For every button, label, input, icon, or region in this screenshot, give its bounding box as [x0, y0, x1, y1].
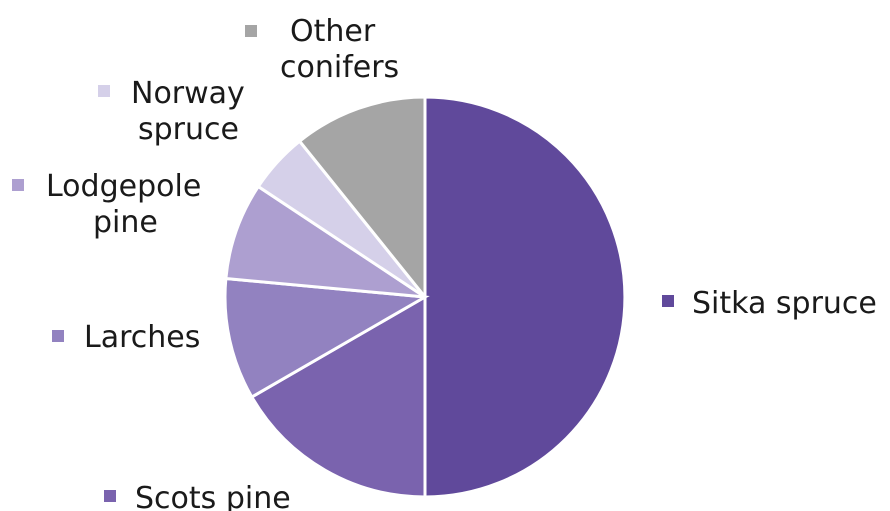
- pie-slice-larches: [223, 276, 430, 400]
- slice-label-line: Scots pine: [135, 481, 291, 511]
- pie-slice-lodgepole-pine: [224, 184, 426, 299]
- legend-marker: [662, 295, 674, 307]
- slice-label: Larches: [84, 320, 200, 355]
- pie-slice-other-conifers: [297, 95, 427, 302]
- label-other-conifers: Other conifers: [245, 14, 399, 85]
- pie-slices: [223, 95, 627, 499]
- pie-slice-sitka-spruce: [423, 95, 627, 499]
- label-lodgepole-pine: Lodgepole pine: [12, 169, 201, 240]
- legend-marker: [52, 330, 64, 342]
- pie-labels: Sitka spruce Scots pine Larches Lodgepole pi…: [12, 14, 877, 511]
- label-larches: Larches: [52, 320, 200, 355]
- slice-label-line: pine: [93, 205, 158, 240]
- label-sitka-spruce: Sitka spruce: [662, 286, 877, 321]
- label-scots-pine: Scots pine: [104, 481, 291, 511]
- slice-label-line: Other: [290, 14, 376, 49]
- legend-marker: [98, 85, 110, 97]
- slice-label: Scots pine: [135, 481, 291, 511]
- slice-label-line: Norway: [131, 76, 245, 111]
- label-norway-spruce: Norway spruce: [98, 76, 245, 147]
- legend-marker: [12, 179, 24, 191]
- slice-label: Norway spruce: [131, 76, 245, 147]
- pie-slice-scots-pine: [249, 294, 427, 499]
- slice-label-line: Sitka spruce: [692, 286, 877, 321]
- slice-label: Sitka spruce: [692, 286, 877, 321]
- slice-label-line: conifers: [280, 50, 399, 85]
- legend-marker: [104, 490, 116, 502]
- slice-label-line: Larches: [84, 320, 200, 355]
- slice-label: Other conifers: [280, 14, 399, 85]
- slice-label-line: Lodgepole: [46, 169, 201, 204]
- legend-marker: [245, 25, 257, 37]
- slice-label-line: spruce: [138, 112, 239, 147]
- slice-label: Lodgepole pine: [46, 169, 201, 240]
